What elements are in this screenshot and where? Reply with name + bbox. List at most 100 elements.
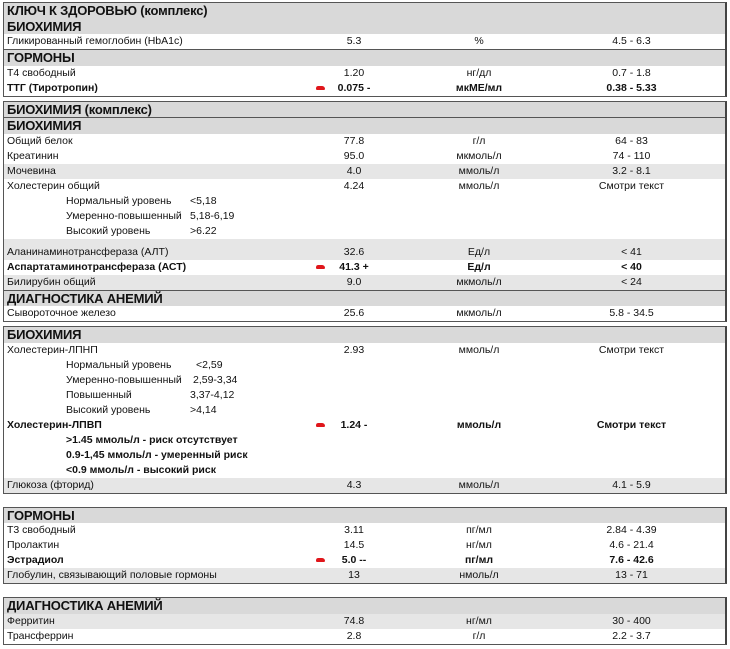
test-name: Пролактин: [7, 539, 60, 551]
note-value: <5,18: [190, 194, 217, 207]
section-header: БИОХИМИЯ: [4, 18, 725, 34]
table-row: Ферритин 74.8 нг/мл 30 - 400: [4, 613, 725, 629]
test-unit: ммоль/л: [456, 418, 502, 431]
test-value: 74.8: [343, 614, 365, 627]
abnormal-flag-icon: [316, 558, 325, 562]
reference-note: 0.9-1,45 ммоль/л - умеренный риск: [4, 448, 725, 463]
test-name: Холестерин-ЛПНП: [7, 343, 98, 356]
test-value: 41.3 +: [339, 260, 369, 273]
results-section: БИОХИМИЯ Холестерин-ЛПНП 2.93 ммоль/л Смотри…: [3, 326, 727, 494]
test-name: Глобулин, связывающий половые гормоны: [7, 569, 217, 581]
reference-range: < 40: [621, 260, 642, 273]
table-row: Пролактин 14.5 нг/мл 4.6 - 21.4: [4, 538, 725, 553]
table-row: Холестерин-ЛПНП 2.93 ммоль/л Смотри текст: [4, 343, 725, 358]
test-name: Холестерин общий: [7, 179, 100, 192]
table-row: Креатинин 95.0 мкмоль/л 74 - 110: [4, 149, 725, 164]
test-name: Аланинаминотрансфераза (АЛТ): [7, 245, 169, 258]
reference-range: < 41: [621, 245, 642, 258]
results-section: БИОХИМИЯ (комплекс) БИОХИМИЯ Общий белок 77…: [3, 100, 727, 322]
test-name: Глюкоза (фторид): [7, 478, 94, 491]
reference-range: 30 - 400: [612, 614, 651, 627]
test-name: Т4 свободный: [7, 66, 76, 79]
table-row: Билирубин общий 9.0 мкмоль/л < 24: [4, 274, 725, 290]
reference-range: 0.7 - 1.8: [612, 66, 651, 79]
note-value: <2,59: [196, 358, 223, 371]
reference-range: 4.1 - 5.9: [612, 478, 651, 491]
reference-note: Нормальный уровень <2,59: [4, 358, 725, 373]
table-row: Глобулин, связывающий половые гормоны 13 н…: [4, 568, 725, 583]
note-text: Повышенный: [66, 388, 132, 401]
section-header: ДИАГНОСТИКА АНЕМИЙ: [4, 289, 725, 306]
test-value: 5.3: [346, 35, 362, 47]
test-unit: ммоль/л: [458, 478, 500, 491]
table-row: Холестерин общий 4.24 ммоль/л Смотри текст: [4, 179, 725, 194]
test-name: Креатинин: [7, 149, 59, 162]
test-value: 5.0 --: [341, 554, 367, 566]
test-name: ТТГ (Тиротропин): [7, 81, 98, 94]
test-value: 4.24: [343, 179, 365, 192]
note-value: 2,59-3,34: [193, 373, 238, 386]
test-value: 95.0: [343, 149, 365, 162]
note-text: Нормальный уровень: [66, 194, 172, 207]
reference-range: 2.84 - 4.39: [606, 524, 657, 536]
reference-note: Высокий уровень >6.22: [4, 224, 725, 239]
note-value: 3,37-4,12: [190, 388, 235, 401]
test-value: 14.5: [343, 539, 365, 551]
note-text: Высокий уровень: [66, 403, 151, 416]
test-unit: ммоль/л: [458, 179, 500, 192]
test-value: 9.0: [346, 275, 362, 288]
test-value: 4.3: [346, 478, 362, 491]
table-row: Мочевина 4.0 ммоль/л 3.2 - 8.1: [4, 163, 725, 179]
test-value: 32.6: [343, 245, 365, 258]
test-value: 2.8: [346, 629, 362, 642]
reference-note: Нормальный уровень <5,18: [4, 194, 725, 209]
test-value: 1.24 -: [340, 418, 368, 431]
test-name: Т3 свободный: [7, 524, 76, 536]
note-text: <0.9 ммоль/л - высокий риск: [66, 463, 216, 476]
note-text: Высокий уровень: [66, 224, 151, 237]
abnormal-flag-icon: [316, 264, 325, 269]
reference-range: 5.8 - 34.5: [609, 307, 654, 319]
reference-note: Умеренно-повышенный 2,59-3,34: [4, 373, 725, 388]
test-name: Трансферрин: [7, 629, 74, 642]
reference-range: Смотри текст: [598, 343, 665, 356]
test-unit: нмоль/л: [459, 569, 499, 581]
test-value: 2.93: [343, 343, 365, 356]
abnormal-flag-icon: [316, 422, 325, 427]
test-value: 1.20: [343, 66, 365, 79]
reference-range: 0.38 - 5.33: [606, 81, 657, 94]
table-row: Эстрадиол 5.0 -- пг/мл 7.6 - 42.6: [4, 553, 725, 568]
table-row: Гликированный гемоглобин (HbA1c) 5.3% 4.5 …: [4, 34, 725, 49]
table-row: Глюкоза (фторид) 4.3 ммоль/л 4.1 - 5.9: [4, 477, 725, 493]
test-name: Билирубин общий: [7, 275, 96, 288]
table-row: Общий белок 77.8 г/л 64 - 83: [4, 134, 725, 149]
test-unit: %: [474, 35, 484, 47]
results-section: КЛЮЧ К ЗДОРОВЬЮ (комплекс) БИОХИМИЯ Гликир…: [3, 2, 727, 97]
reference-note: Умеренно-повышенный 5,18-6,19: [4, 209, 725, 224]
test-unit: Ед/л: [467, 245, 491, 258]
reference-range: Смотри текст: [596, 418, 667, 431]
results-section: ГОРМОНЫ Т3 свободный 3.11 пг/мл 2.84 - 4.39 П…: [3, 506, 727, 584]
test-value: 4.0: [346, 164, 362, 177]
note-text: Нормальный уровень: [66, 358, 172, 371]
test-value: 25.6: [343, 307, 365, 319]
reference-range: < 24: [621, 275, 642, 288]
section-header: ДИАГНОСТИКА АНЕМИЙ: [4, 598, 725, 614]
table-row: Т4 свободный 1.20 нг/дл 0.7 - 1.8: [4, 66, 725, 81]
test-name: Аспартатаминотрансфераза (АСТ): [7, 260, 187, 273]
abnormal-flag-icon: [316, 85, 325, 90]
test-unit: нг/мл: [466, 539, 492, 551]
note-text: Умеренно-повышенный: [66, 373, 182, 386]
table-row: Трансферрин 2.8 г/л 2.2 - 3.7: [4, 629, 725, 644]
note-text: >1.45 ммоль/л - риск отсутствует: [66, 433, 238, 446]
reference-range: 4.5 - 6.3: [612, 35, 651, 47]
test-value: 3.11: [344, 524, 364, 536]
test-name: Сывороточное железо: [7, 307, 116, 319]
section-header: КЛЮЧ К ЗДОРОВЬЮ (комплекс): [4, 3, 725, 19]
reference-range: 2.2 - 3.7: [612, 629, 651, 642]
reference-range: 3.2 - 8.1: [612, 164, 651, 177]
reference-note: <0.9 ммоль/л - высокий риск: [4, 463, 725, 478]
test-unit: мкмоль/л: [456, 275, 502, 288]
note-text: 0.9-1,45 ммоль/л - умеренный риск: [66, 448, 248, 461]
